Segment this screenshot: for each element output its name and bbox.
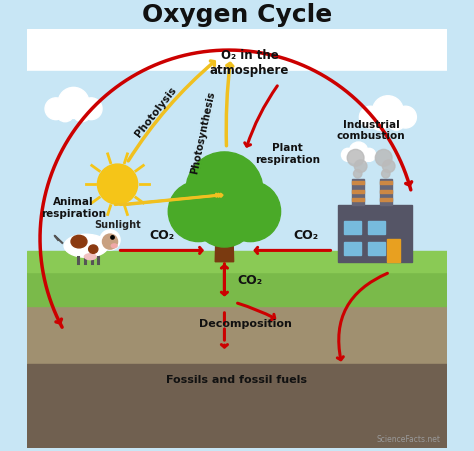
FancyBboxPatch shape bbox=[368, 221, 385, 235]
Circle shape bbox=[98, 165, 137, 205]
FancyBboxPatch shape bbox=[352, 182, 364, 185]
Circle shape bbox=[347, 150, 364, 167]
FancyBboxPatch shape bbox=[380, 182, 392, 185]
Circle shape bbox=[358, 153, 369, 163]
FancyBboxPatch shape bbox=[344, 221, 362, 235]
FancyBboxPatch shape bbox=[338, 206, 412, 262]
Text: Photolysis: Photolysis bbox=[133, 85, 178, 138]
Circle shape bbox=[387, 113, 405, 131]
Ellipse shape bbox=[84, 254, 96, 260]
Polygon shape bbox=[27, 298, 447, 448]
Circle shape bbox=[373, 97, 403, 128]
Text: Decomposition: Decomposition bbox=[199, 318, 292, 329]
Circle shape bbox=[111, 236, 114, 239]
Circle shape bbox=[348, 153, 359, 163]
Circle shape bbox=[100, 230, 120, 250]
FancyBboxPatch shape bbox=[387, 239, 401, 262]
Text: CO₂: CO₂ bbox=[238, 274, 263, 286]
Circle shape bbox=[383, 161, 395, 173]
Ellipse shape bbox=[64, 235, 108, 258]
Circle shape bbox=[354, 170, 362, 179]
Polygon shape bbox=[27, 30, 447, 80]
Circle shape bbox=[73, 105, 91, 123]
Polygon shape bbox=[27, 260, 447, 306]
Circle shape bbox=[220, 182, 281, 242]
Circle shape bbox=[186, 152, 263, 230]
Text: Fossils and fossil fuels: Fossils and fossil fuels bbox=[166, 374, 308, 384]
Text: Plant
respiration: Plant respiration bbox=[255, 143, 320, 164]
Text: Animal
respiration: Animal respiration bbox=[41, 197, 106, 218]
Polygon shape bbox=[27, 72, 447, 290]
Circle shape bbox=[375, 150, 392, 167]
Circle shape bbox=[45, 99, 67, 120]
Text: ScienceFacts.net: ScienceFacts.net bbox=[376, 434, 440, 443]
Circle shape bbox=[349, 143, 368, 161]
Circle shape bbox=[394, 107, 416, 129]
Text: CO₂: CO₂ bbox=[149, 228, 174, 241]
Text: Sunlight: Sunlight bbox=[94, 219, 141, 229]
Ellipse shape bbox=[89, 245, 98, 254]
Circle shape bbox=[363, 149, 375, 162]
FancyBboxPatch shape bbox=[344, 243, 362, 256]
Circle shape bbox=[371, 113, 388, 131]
Circle shape bbox=[341, 149, 355, 162]
FancyBboxPatch shape bbox=[352, 198, 364, 202]
FancyBboxPatch shape bbox=[380, 180, 392, 206]
Polygon shape bbox=[215, 198, 234, 262]
Circle shape bbox=[56, 105, 74, 123]
Circle shape bbox=[355, 161, 367, 173]
Text: CO₂: CO₂ bbox=[293, 228, 319, 241]
Circle shape bbox=[193, 185, 256, 248]
FancyBboxPatch shape bbox=[380, 190, 392, 193]
Title: Oxygen Cycle: Oxygen Cycle bbox=[142, 3, 332, 27]
Circle shape bbox=[168, 182, 228, 242]
Text: Photosynthesis: Photosynthesis bbox=[189, 90, 216, 175]
FancyBboxPatch shape bbox=[352, 180, 364, 206]
Circle shape bbox=[80, 99, 102, 120]
Polygon shape bbox=[27, 364, 447, 448]
Circle shape bbox=[359, 107, 381, 129]
Polygon shape bbox=[27, 252, 447, 272]
Circle shape bbox=[382, 170, 390, 179]
Text: Industrial
combustion: Industrial combustion bbox=[337, 120, 405, 141]
Ellipse shape bbox=[71, 236, 87, 249]
FancyBboxPatch shape bbox=[352, 190, 364, 193]
Circle shape bbox=[102, 235, 118, 249]
FancyBboxPatch shape bbox=[380, 198, 392, 202]
Circle shape bbox=[58, 88, 89, 119]
Ellipse shape bbox=[111, 244, 117, 248]
Text: O₂ in the
atmosphere: O₂ in the atmosphere bbox=[210, 49, 289, 77]
FancyBboxPatch shape bbox=[368, 243, 385, 256]
